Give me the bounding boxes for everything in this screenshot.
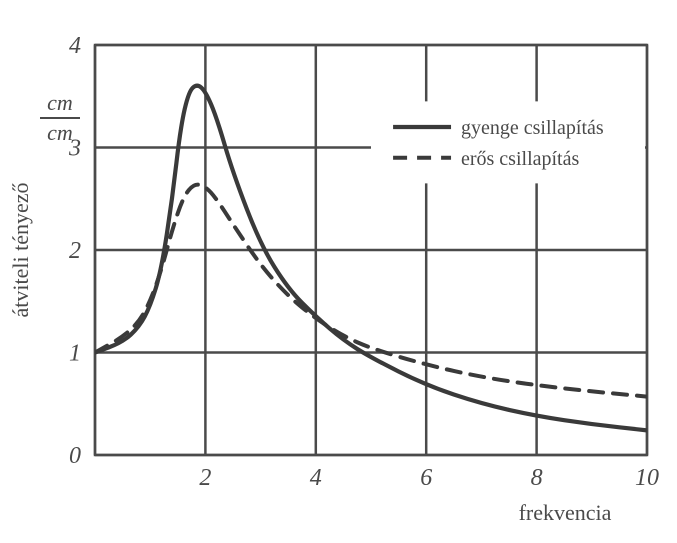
xtick-label: 10 [635,465,659,491]
xtick-label: 4 [310,465,322,491]
legend-label: erős csillapítás [461,148,580,170]
ytick-label: 0 [69,443,81,469]
xtick-label: 6 [420,465,432,491]
x-axis-label: frekvencia [519,500,612,525]
ytick-label: 2 [69,238,81,264]
chart-bg [0,0,677,543]
y-unit-top: cm [47,90,73,115]
ytick-label: 1 [69,341,81,367]
ytick-label: 4 [69,33,81,59]
xtick-label: 8 [531,465,543,491]
legend-label: gyenge csillapítás [461,117,604,139]
y-unit-bot: cm [47,120,73,145]
chart-svg: 24681001234frekvenciaátviteli tényezőcmc… [0,0,677,543]
xtick-label: 2 [199,465,211,491]
chart-container: 24681001234frekvenciaátviteli tényezőcmc… [0,0,677,543]
legend-bg [371,101,645,183]
y-axis-label: átviteli tényező [8,183,33,318]
